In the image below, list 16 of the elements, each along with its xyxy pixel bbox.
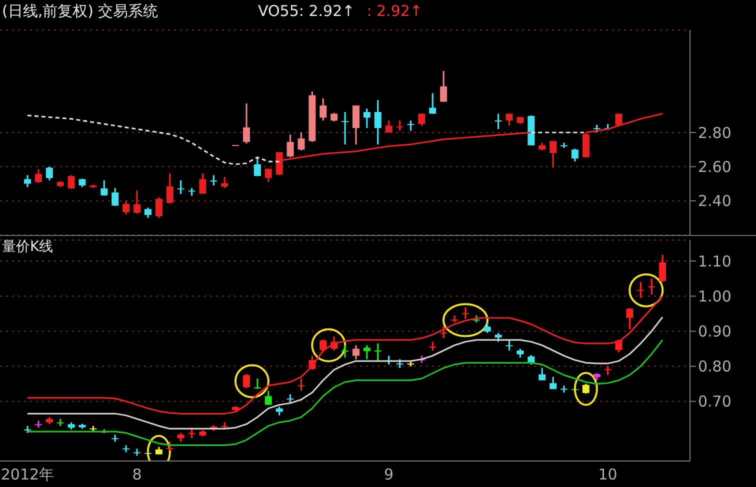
y-tick-label: 2.40 [698, 192, 732, 210]
text: VO55: 2.92↑ [258, 2, 355, 20]
y-tick-label: 1.00 [698, 287, 732, 306]
x-tick-label: 8 [132, 466, 142, 484]
chart-title: (日线,前复权) 交易系统 [2, 2, 158, 21]
x-tick-label: 9 [384, 466, 394, 484]
x-tick-label: 2012年 [0, 466, 54, 484]
y-tick-label: 0.90 [698, 322, 732, 341]
y-tick-label: 0.80 [698, 358, 732, 376]
y-tick-label: 0.70 [698, 392, 732, 411]
y-tick-label: 2.80 [698, 124, 732, 142]
y-tick-label: 1.10 [698, 252, 732, 270]
text: : 2.92↑ [366, 2, 422, 20]
chart-title: 量价K线 [2, 238, 54, 256]
x-tick-label: 10 [598, 466, 618, 484]
y-tick-label: 2.60 [698, 158, 732, 176]
